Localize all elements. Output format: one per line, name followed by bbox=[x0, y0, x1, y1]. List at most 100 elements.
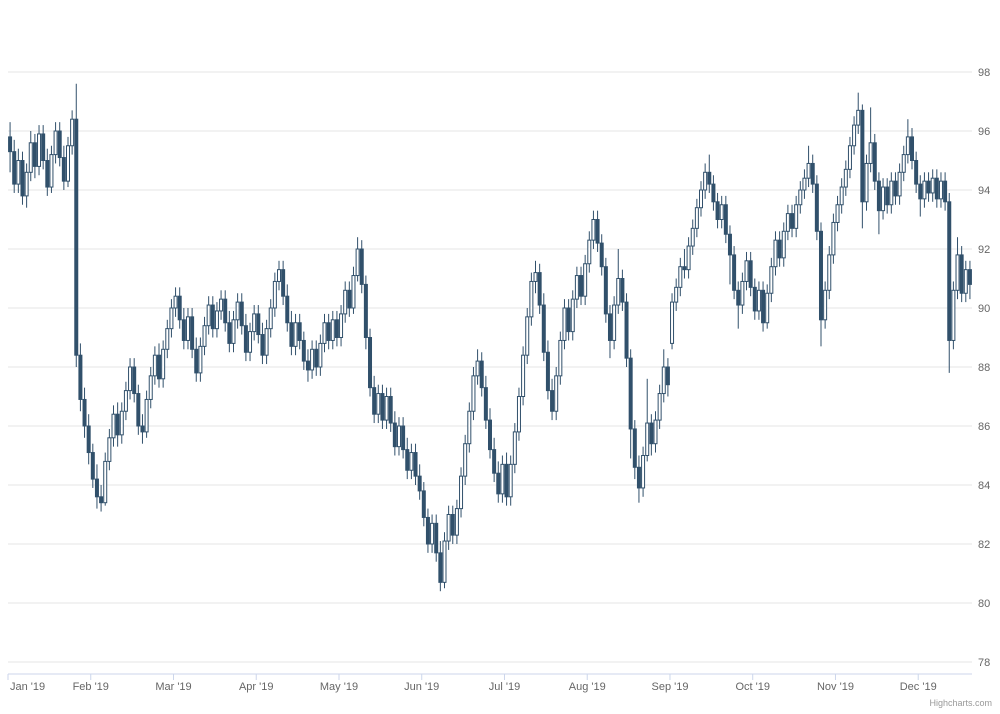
candle-body[interactable] bbox=[339, 313, 344, 338]
candle-body[interactable] bbox=[401, 425, 406, 451]
candle-body[interactable] bbox=[951, 289, 956, 341]
candle-body[interactable] bbox=[425, 516, 430, 545]
candle-body[interactable] bbox=[8, 136, 13, 153]
candle-body[interactable] bbox=[562, 307, 567, 341]
candle-body[interactable] bbox=[761, 289, 766, 324]
candle-body[interactable] bbox=[587, 239, 592, 265]
candle-body[interactable] bbox=[525, 316, 530, 356]
candle-body[interactable] bbox=[926, 180, 931, 194]
candle-body[interactable] bbox=[516, 396, 521, 433]
candle-body[interactable] bbox=[839, 186, 844, 206]
candle-body[interactable] bbox=[583, 263, 588, 297]
candle-body[interactable] bbox=[268, 307, 273, 330]
candle-body[interactable] bbox=[897, 171, 902, 197]
candle-body[interactable] bbox=[918, 183, 923, 200]
candle-body[interactable] bbox=[194, 348, 199, 374]
candle-body[interactable] bbox=[488, 419, 492, 451]
candle-body[interactable] bbox=[99, 496, 104, 504]
candle-body[interactable] bbox=[785, 213, 790, 232]
candle-body[interactable] bbox=[243, 325, 248, 353]
candle-body[interactable] bbox=[868, 142, 873, 164]
candle-body[interactable] bbox=[773, 239, 778, 268]
candle-body[interactable] bbox=[24, 171, 29, 197]
candle-body[interactable] bbox=[434, 522, 439, 554]
candle-body[interactable] bbox=[239, 301, 244, 327]
candle-body[interactable] bbox=[467, 410, 472, 445]
candle-body[interactable] bbox=[94, 478, 99, 498]
candle-body[interactable] bbox=[607, 313, 612, 341]
candle-body[interactable] bbox=[260, 334, 265, 356]
candle-body[interactable] bbox=[636, 466, 641, 489]
candle-body[interactable] bbox=[78, 354, 83, 400]
candle-body[interactable] bbox=[914, 160, 919, 185]
candle-body[interactable] bbox=[185, 316, 190, 341]
candle-body[interactable] bbox=[173, 295, 178, 309]
candle-body[interactable] bbox=[459, 475, 464, 510]
candle-body[interactable] bbox=[384, 396, 389, 421]
candle-body[interactable] bbox=[798, 189, 803, 206]
candle-body[interactable] bbox=[554, 375, 559, 412]
candle-body[interactable] bbox=[128, 366, 133, 392]
candle-body[interactable] bbox=[732, 254, 737, 291]
candle-body[interactable] bbox=[49, 154, 54, 188]
candle-body[interactable] bbox=[227, 322, 232, 344]
candle-body[interactable] bbox=[492, 449, 497, 474]
candle-body[interactable] bbox=[190, 316, 195, 350]
candle-body[interactable] bbox=[595, 219, 600, 244]
candle-body[interactable] bbox=[252, 313, 257, 333]
candle-body[interactable] bbox=[140, 425, 145, 433]
candle-body[interactable] bbox=[922, 180, 927, 200]
candle-body[interactable] bbox=[967, 269, 972, 285]
candle-body[interactable] bbox=[624, 301, 629, 359]
candle-body[interactable] bbox=[748, 260, 753, 288]
candle-body[interactable] bbox=[827, 254, 832, 291]
candle-body[interactable] bbox=[388, 396, 393, 424]
candle-body[interactable] bbox=[620, 278, 625, 303]
candle-body[interactable] bbox=[574, 275, 579, 300]
candle-body[interactable] bbox=[231, 319, 236, 344]
candle-body[interactable] bbox=[446, 514, 451, 542]
candle-body[interactable] bbox=[802, 177, 807, 191]
candle-body[interactable] bbox=[413, 452, 418, 477]
candle-body[interactable] bbox=[806, 162, 811, 179]
candle-body[interactable] bbox=[442, 540, 447, 583]
candle-body[interactable] bbox=[790, 213, 795, 229]
candle-body[interactable] bbox=[599, 242, 604, 268]
candle-body[interactable] bbox=[475, 360, 480, 377]
candle-body[interactable] bbox=[930, 177, 935, 194]
candle-body[interactable] bbox=[198, 345, 203, 374]
candle-body[interactable] bbox=[579, 275, 584, 297]
candle-body[interactable] bbox=[645, 422, 650, 456]
candle-body[interactable] bbox=[343, 289, 348, 315]
candle-body[interactable] bbox=[301, 339, 306, 362]
candle-body[interactable] bbox=[959, 254, 964, 294]
candle-body[interactable] bbox=[889, 180, 894, 206]
candle-body[interactable] bbox=[20, 160, 25, 197]
candle-body[interactable] bbox=[37, 133, 42, 167]
candle-body[interactable] bbox=[533, 272, 538, 282]
candle-body[interactable] bbox=[181, 319, 186, 341]
candle-body[interactable] bbox=[235, 301, 240, 321]
candle-body[interactable] bbox=[603, 266, 608, 315]
candle-body[interactable] bbox=[165, 328, 170, 350]
candle-body[interactable] bbox=[910, 136, 915, 161]
candle-body[interactable] bbox=[901, 154, 906, 173]
candle-body[interactable] bbox=[872, 142, 877, 182]
candle-body[interactable] bbox=[756, 289, 761, 312]
candle-body[interactable] bbox=[206, 304, 211, 327]
candle-body[interactable] bbox=[103, 460, 108, 504]
candle-body[interactable] bbox=[148, 375, 153, 400]
candle-body[interactable] bbox=[843, 168, 848, 188]
candle-body[interactable] bbox=[430, 522, 435, 545]
candle-body[interactable] bbox=[736, 289, 741, 306]
candle-body[interactable] bbox=[289, 322, 294, 347]
candle-body[interactable] bbox=[380, 393, 385, 421]
candle-body[interactable] bbox=[57, 130, 62, 159]
candle-body[interactable] bbox=[276, 269, 281, 282]
candle-body[interactable] bbox=[781, 230, 786, 259]
candle-body[interactable] bbox=[297, 322, 302, 341]
candle-body[interactable] bbox=[769, 266, 774, 294]
candle-body[interactable] bbox=[678, 266, 683, 288]
candle-body[interactable] bbox=[612, 304, 617, 341]
candle-body[interactable] bbox=[438, 552, 443, 583]
